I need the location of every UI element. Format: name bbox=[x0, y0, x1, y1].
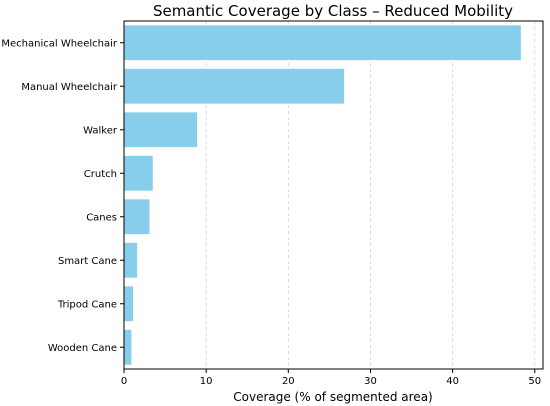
x-tick-label: 0 bbox=[121, 376, 127, 387]
plot-frame bbox=[123, 20, 544, 370]
y-category-label: Wooden Cane bbox=[48, 343, 117, 354]
y-category-label: Walker bbox=[83, 125, 118, 136]
y-category-label: Smart Cane bbox=[58, 256, 117, 267]
x-tick-label: 50 bbox=[528, 376, 541, 387]
bar-canes bbox=[124, 199, 150, 235]
bar-smart-cane bbox=[124, 242, 138, 278]
bar-crutch bbox=[124, 155, 153, 191]
y-category-label: Canes bbox=[86, 212, 117, 223]
bar-walker bbox=[124, 112, 198, 148]
chart-title: Semantic Coverage by Class – Reduced Mob… bbox=[153, 2, 513, 20]
y-tick-layer: Mechanical Wheelchair Manual Wheelchair Wa… bbox=[1, 38, 124, 354]
bar-wooden-cane bbox=[124, 329, 132, 365]
bar-mechanical-wheelchair bbox=[124, 25, 521, 61]
bar-manual-wheelchair bbox=[124, 68, 345, 104]
y-category-label: Manual Wheelchair bbox=[21, 82, 118, 93]
x-tick-label: 40 bbox=[446, 376, 459, 387]
x-tick-label: 10 bbox=[200, 376, 213, 387]
x-tick-label: 30 bbox=[364, 376, 377, 387]
x-axis-label: Coverage (% of segmented area) bbox=[233, 390, 432, 404]
bar-layer bbox=[124, 25, 521, 365]
y-category-label: Crutch bbox=[84, 169, 117, 180]
x-tick-label: 20 bbox=[282, 376, 295, 387]
bar-tripod-cane bbox=[124, 286, 134, 322]
y-category-label: Tripod Cane bbox=[57, 299, 117, 310]
y-category-label: Mechanical Wheelchair bbox=[1, 38, 117, 49]
x-tick-layer: 0 10 20 30 40 50 bbox=[121, 369, 541, 387]
